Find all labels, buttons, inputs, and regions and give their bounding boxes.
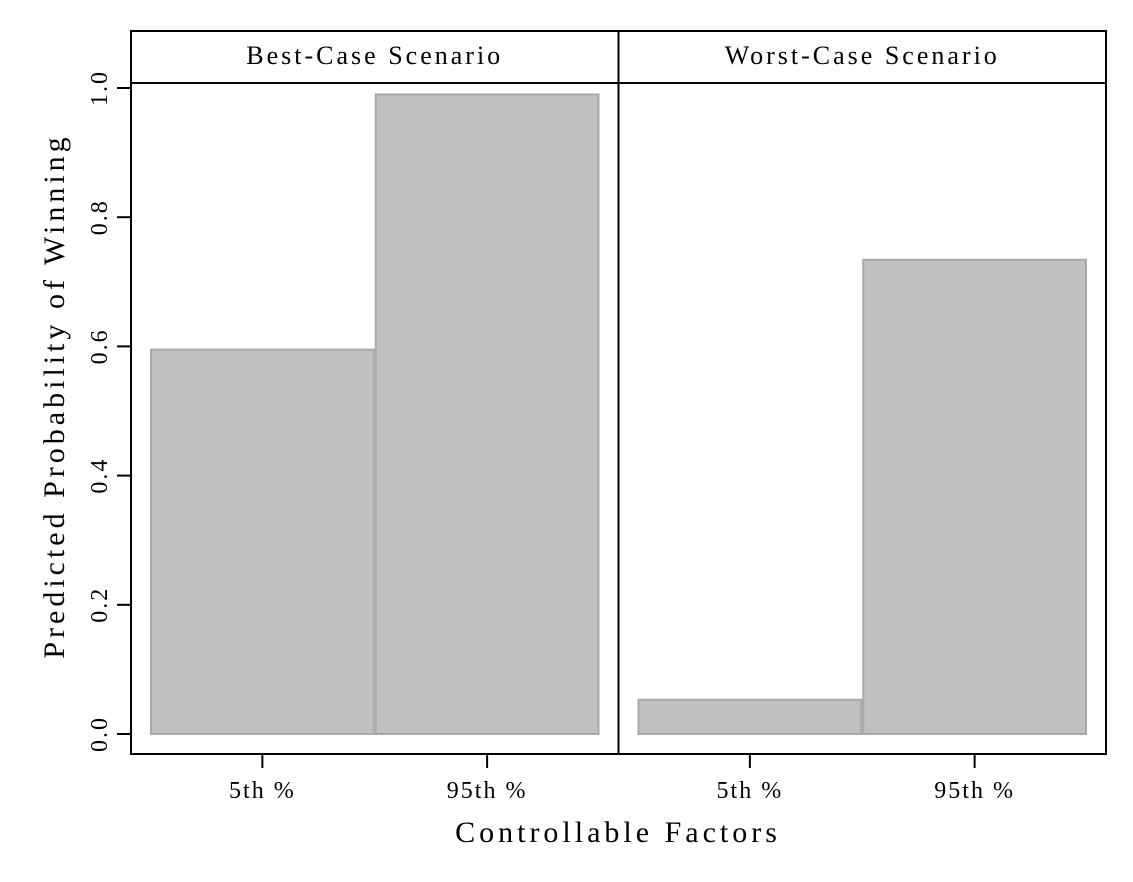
x-tick-label: 5th %	[229, 778, 296, 804]
x-axis: 5th % 95th % 5th % 95th %	[229, 754, 1015, 804]
strip-label: Worst-Case Scenario	[725, 41, 1000, 70]
y-tick-label: 0.0	[87, 716, 113, 752]
y-tick-label: 0.8	[87, 199, 113, 235]
x-tick-label: 5th %	[717, 778, 784, 804]
y-axis-title: Predicted Probability of Winning	[38, 133, 71, 658]
y-tick-label: 1.0	[87, 70, 113, 106]
y-axis: 0.0 0.2 0.4 0.6 0.8 1.0	[87, 70, 131, 752]
strip-label: Best-Case Scenario	[246, 41, 503, 70]
panel: Best-Case Scenario	[130, 30, 620, 755]
panel: Worst-Case Scenario	[617, 30, 1107, 755]
bar	[374, 93, 600, 735]
x-axis-title: Controllable Factors	[455, 816, 781, 849]
y-tick-label: 0.2	[87, 587, 113, 623]
y-tick-label: 0.4	[87, 458, 113, 494]
x-tick-label: 95th %	[447, 778, 528, 804]
bar	[637, 698, 863, 736]
panels: Best-Case Scenario Worst-Case Scenario	[130, 30, 1107, 755]
plot-frame	[617, 82, 1107, 755]
y-tick-label: 0.6	[87, 328, 113, 364]
x-tick-label: 95th %	[934, 778, 1015, 804]
bar	[150, 348, 375, 735]
bar	[862, 258, 1087, 735]
